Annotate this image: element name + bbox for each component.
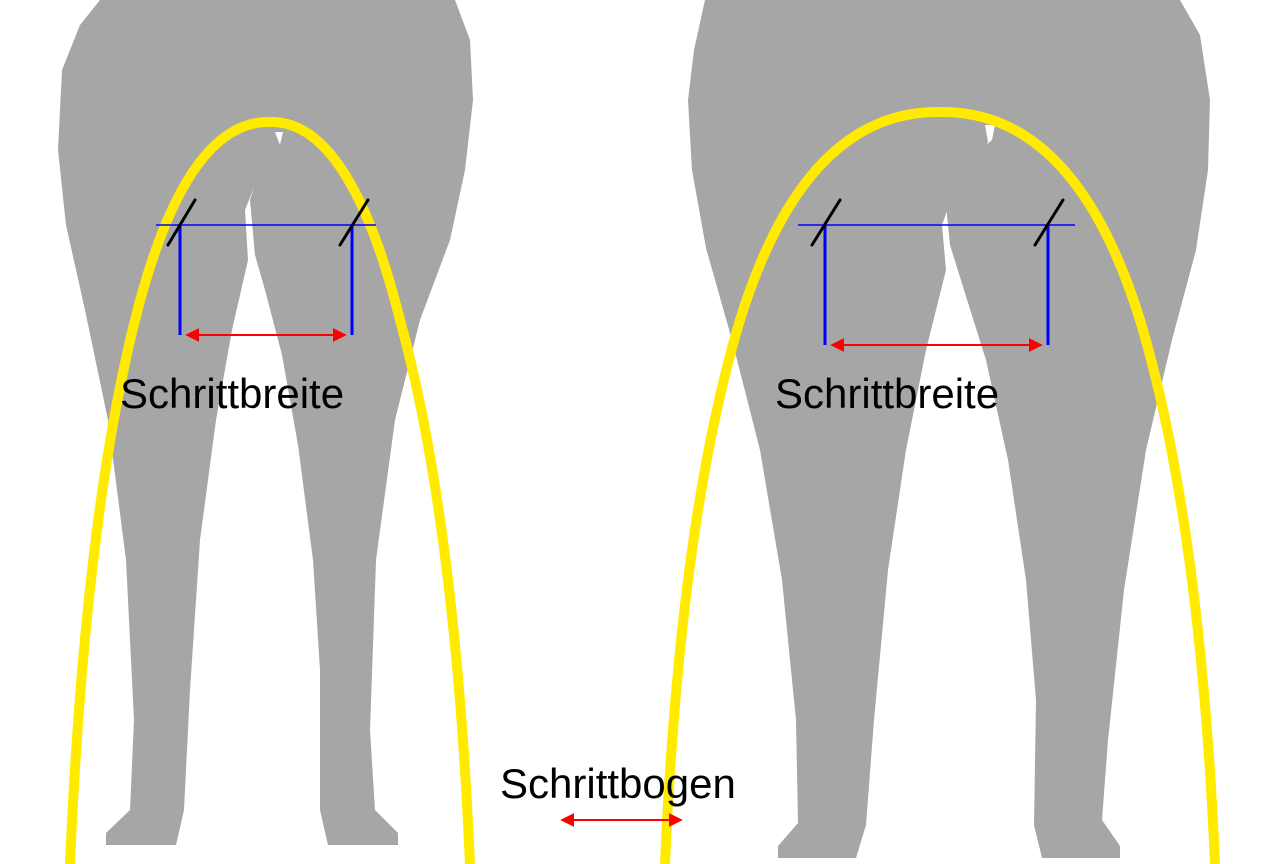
label-schrittbreite-right: Schrittbreite xyxy=(775,370,999,418)
label-schrittbreite-left: Schrittbreite xyxy=(120,370,344,418)
silhouette-right xyxy=(688,0,1210,858)
label-schrittbogen: Schrittbogen xyxy=(500,760,736,808)
